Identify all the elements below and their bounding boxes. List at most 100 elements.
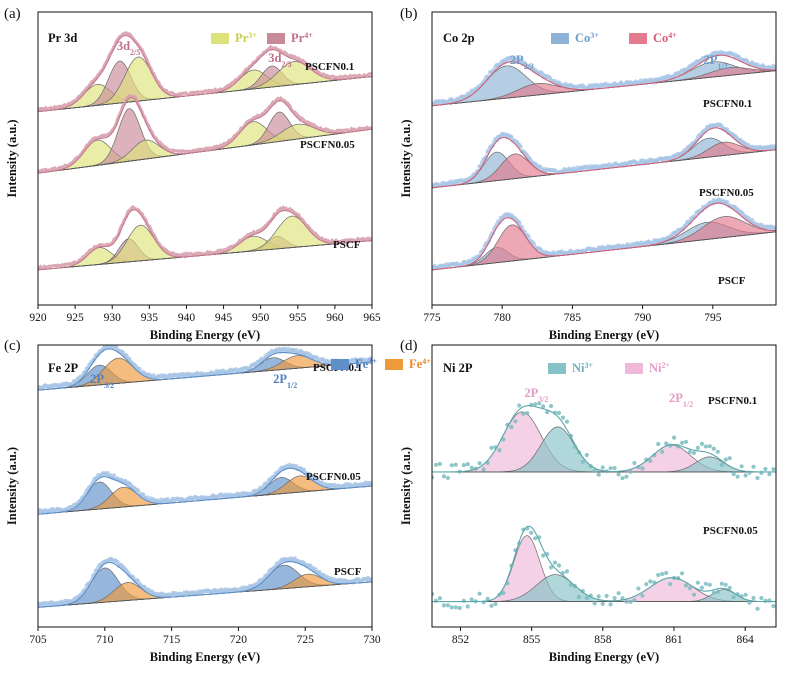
x-axis-label: Binding Energy (eV) (150, 328, 260, 342)
x-tick-label: 852 (452, 634, 470, 646)
data-point (454, 605, 458, 609)
series-PSCFN0.05 (430, 526, 776, 611)
panel-b: PSCFN0.1PSCFN0.05PSCF775 780 785 790 795Bind… (399, 6, 778, 342)
legend-entry: Co4+ (653, 31, 677, 46)
x-axis-label: Binding Energy (eV) (549, 650, 659, 664)
x-axis-label: Binding Energy (eV) (150, 650, 260, 664)
data-point (688, 450, 692, 454)
data-point (593, 601, 597, 605)
data-point (680, 571, 684, 575)
data-point (446, 603, 450, 607)
y-axis-label: Intensity (a.u.) (5, 447, 19, 525)
data-point (668, 582, 672, 586)
panel-label: (c) (4, 338, 21, 354)
data-point (704, 444, 708, 448)
legend-swatch (625, 363, 643, 374)
x-axis: 705 710 715 720 725 730 (29, 627, 381, 646)
data-point (692, 593, 696, 597)
data-point (478, 461, 482, 465)
data-point (771, 604, 775, 608)
data-point (478, 592, 482, 596)
data-point (442, 603, 446, 607)
data-point (724, 583, 728, 587)
data-point (501, 591, 505, 595)
data-point (557, 411, 561, 415)
x-axis: 852 855 858 861 864 (452, 627, 754, 646)
series-label: PSCF (718, 275, 746, 287)
legend-swatch (331, 359, 349, 370)
data-point (513, 419, 517, 423)
data-point (489, 604, 493, 608)
data-point (557, 563, 561, 567)
panel-title: Ni 2P (443, 361, 473, 375)
plot-area (430, 50, 778, 271)
data-point (601, 602, 605, 606)
data-point (684, 583, 688, 587)
peak-label: 2P1/2 (273, 372, 297, 390)
data-point (704, 582, 708, 586)
series-label: PSCF (334, 566, 362, 578)
data-point (466, 462, 470, 466)
data-point (442, 474, 446, 478)
series-PSCFN0.1 (430, 401, 776, 480)
data-point (771, 467, 775, 471)
data-point (688, 586, 692, 590)
data-point (728, 456, 732, 460)
data-point (628, 470, 632, 474)
data-point (628, 600, 632, 604)
legend: Fe3+ Fe4+ (331, 357, 431, 372)
x-tick-label: 795 (704, 312, 722, 324)
panel-title: Co 2p (443, 31, 475, 45)
data-point (454, 463, 458, 467)
x-tick-label: 790 (634, 312, 652, 324)
panel-c: PSCFN0.1PSCFN0.05PSCF705710715720725730B… (4, 338, 431, 664)
legend-swatch (211, 33, 229, 44)
panel-a: PSCFN0.1PSCFN0.05PSCF920 925 930 935 940 945 9… (4, 6, 381, 342)
series-label: PSCFN0.05 (300, 139, 355, 151)
legend-swatch (548, 363, 566, 374)
data-point (438, 462, 442, 466)
series-PSCFN0.05 (38, 96, 372, 173)
data-point (751, 465, 755, 469)
data-point (601, 465, 605, 469)
x-tick-label: 775 (423, 312, 441, 324)
x-tick-label: 730 (363, 634, 381, 646)
data-point (434, 599, 438, 603)
data-point (767, 472, 771, 476)
data-point (577, 595, 581, 599)
data-point (656, 573, 660, 577)
peak-label: 2P3/2 (524, 386, 548, 404)
data-point (716, 450, 720, 454)
legend: Pr3+ Pr4+ (211, 31, 313, 46)
data-point (597, 473, 601, 477)
series-PSCF (36, 556, 374, 608)
data-point (482, 467, 486, 471)
data-point (759, 596, 763, 600)
data-point (732, 472, 736, 476)
data-point (620, 476, 624, 480)
legend-swatch (267, 33, 285, 44)
data-point (446, 476, 450, 480)
data-point (549, 404, 553, 408)
data-point (632, 461, 636, 465)
legend-swatch (551, 33, 569, 44)
data-point (708, 583, 712, 587)
data-point (624, 475, 628, 479)
data-point (525, 411, 529, 415)
x-tick-label: 715 (163, 634, 181, 646)
data-point (648, 579, 652, 583)
y-axis-label: Intensity (a.u.) (399, 447, 413, 525)
data-point (521, 412, 525, 416)
data-point (755, 607, 759, 611)
series-label: PSCFN0.05 (699, 187, 754, 199)
series-PSCF (38, 207, 372, 270)
data-point (744, 593, 748, 597)
data-point (716, 590, 720, 594)
data-point (744, 473, 748, 477)
component-peak (432, 590, 776, 602)
x-tick-label: 955 (289, 312, 307, 324)
series-label: PSCFN0.1 (708, 395, 757, 407)
data-point (470, 597, 474, 601)
panel-title: Pr 3d (48, 31, 77, 45)
series-label: PSCFN0.1 (305, 61, 354, 73)
